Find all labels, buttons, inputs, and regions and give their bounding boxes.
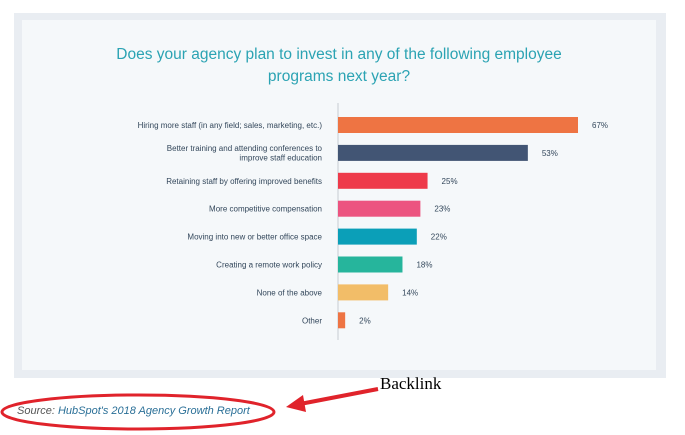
chart-card: Does your agency plan to invest in any o…: [22, 20, 656, 370]
category-label-8: Other: [302, 316, 322, 325]
bar-7: [338, 284, 389, 301]
value-label-3: 25%: [442, 177, 458, 186]
category-label-2-line-1: Better training and attending conference…: [167, 144, 323, 153]
category-label-7: None of the above: [257, 288, 323, 297]
source-link[interactable]: HubSpot's 2018 Agency Growth Report: [57, 405, 250, 417]
category-label-2-line-2: improve staff education: [239, 154, 322, 163]
bar-5: [338, 228, 417, 245]
bar-3: [338, 172, 428, 189]
highlight-ellipse: [0, 393, 276, 431]
category-label-3: Retaining staff by offering improved ben…: [166, 177, 322, 186]
chart-title: Does your agency plan to invest in any o…: [22, 44, 656, 88]
value-label-4: 23%: [434, 205, 450, 214]
value-label-1: 67%: [592, 121, 608, 130]
category-label-4: More competitive compensation: [209, 205, 322, 214]
category-label-1: Hiring more staff (in any field; sales, …: [138, 121, 323, 130]
value-label-8: 2%: [359, 316, 371, 325]
arrow-shaft: [299, 387, 379, 406]
category-label-6: Creating a remote work policy: [216, 261, 322, 270]
chart-title-line-1: Does your agency plan to invest in any o…: [116, 46, 562, 63]
source-prefix: Source:: [17, 405, 58, 417]
value-label-7: 14%: [402, 288, 418, 297]
value-label-2: 53%: [542, 149, 558, 158]
bar-2: [338, 144, 528, 161]
value-label-5: 22%: [431, 233, 447, 242]
backlink-annotation-label: Backlink: [380, 374, 442, 393]
bar-4: [338, 200, 421, 217]
bar-1: [338, 117, 578, 133]
arrow-head: [286, 395, 306, 412]
source-caption: Source: HubSpot's 2018 Agency Growth Rep…: [17, 405, 250, 417]
bar-8: [338, 312, 346, 329]
bar-6: [338, 256, 403, 273]
category-label-5: Moving into new or better office space: [187, 233, 322, 242]
chart-title-line-2: programs next year?: [267, 68, 411, 85]
value-label-6: 18%: [416, 261, 432, 270]
